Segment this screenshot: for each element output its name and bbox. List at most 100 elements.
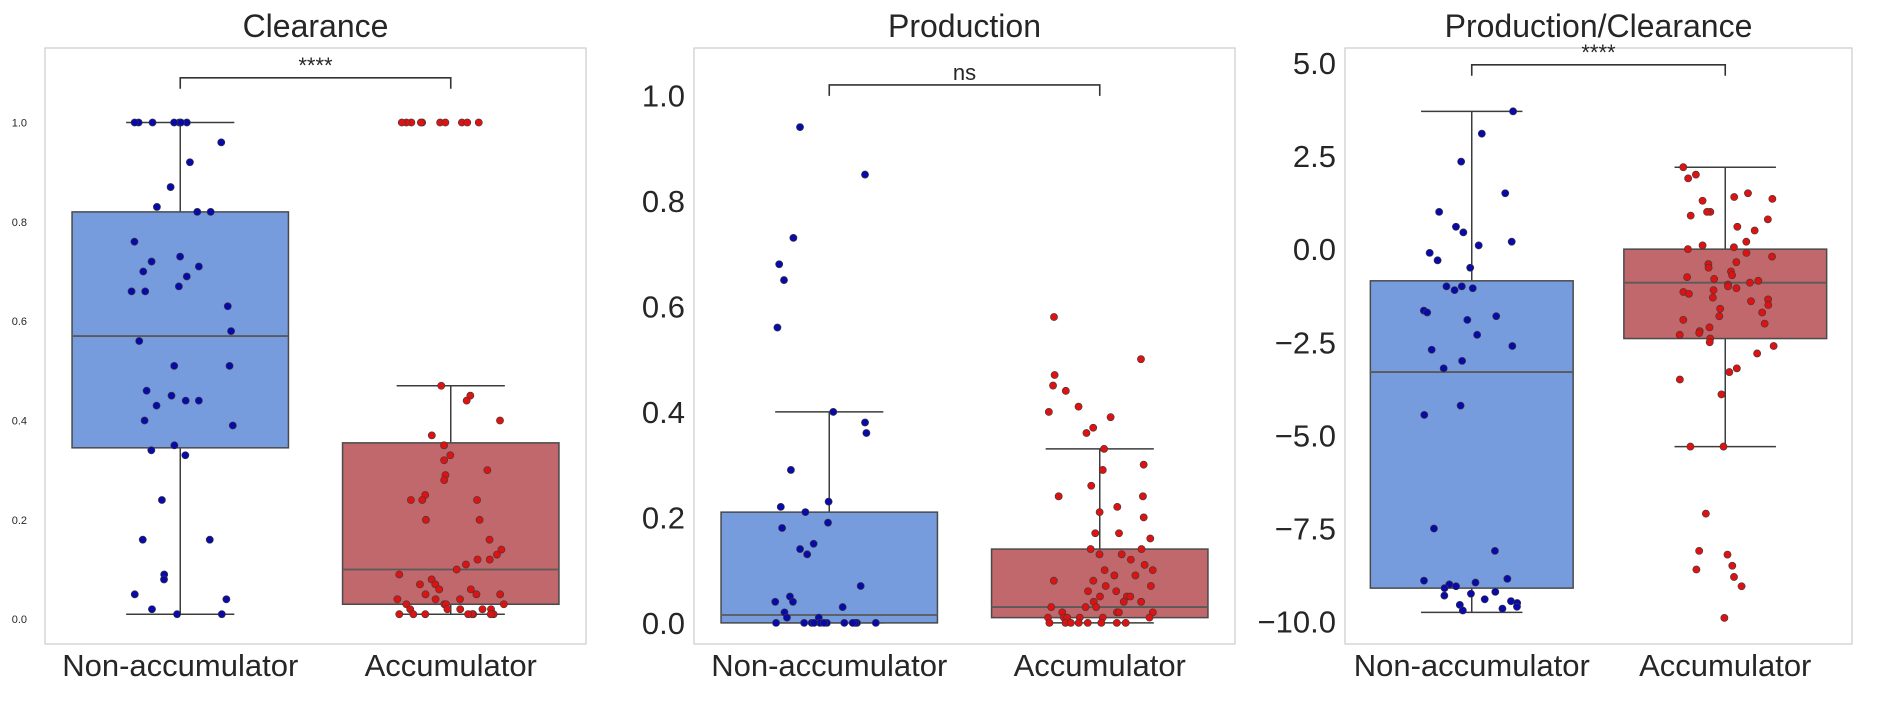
data-point <box>483 466 492 475</box>
data-point <box>780 276 788 284</box>
data-point <box>1089 423 1098 432</box>
significance-bracket <box>1470 63 1727 76</box>
data-point <box>138 535 147 544</box>
data-point <box>1440 584 1449 593</box>
data-point <box>148 118 157 127</box>
data-point <box>1096 592 1104 601</box>
data-point <box>1427 345 1436 354</box>
data-point <box>778 524 786 532</box>
data-point <box>1430 524 1438 533</box>
data-point <box>141 287 150 296</box>
data-point <box>1113 502 1122 511</box>
data-point <box>1106 413 1115 422</box>
chart-panel-2: Production 0.0 0.2 0.4 0.6 0.8 1.0 Non-accumula… <box>642 8 1236 683</box>
data-point <box>1754 276 1763 285</box>
data-point <box>1684 245 1692 254</box>
data-point <box>421 590 430 599</box>
data-point <box>1081 603 1090 611</box>
data-point <box>135 337 144 345</box>
data-point <box>1763 215 1772 224</box>
data-point <box>1086 545 1095 553</box>
data-point <box>1753 349 1762 358</box>
data-point <box>1695 546 1704 555</box>
data-point <box>1704 263 1713 272</box>
data-point <box>861 418 869 427</box>
data-point <box>422 515 430 524</box>
data-point <box>824 497 833 506</box>
data-point <box>1066 619 1075 627</box>
data-point <box>1139 513 1148 522</box>
data-point <box>1049 576 1058 585</box>
data-point <box>1433 256 1442 265</box>
data-point <box>1709 286 1718 295</box>
data-point <box>440 456 449 465</box>
data-point <box>801 508 810 517</box>
data-point <box>803 550 812 559</box>
data-point <box>157 496 166 504</box>
x-tick-label: Non-accumulator <box>62 648 298 683</box>
data-point <box>1457 157 1466 166</box>
data-point <box>871 619 880 627</box>
data-point <box>431 595 440 604</box>
data-point <box>1716 304 1725 313</box>
data-point <box>486 610 495 619</box>
data-point <box>1758 308 1767 317</box>
data-point <box>1742 248 1751 257</box>
data-point <box>497 545 506 554</box>
data-point <box>796 545 804 553</box>
data-point <box>1725 368 1734 376</box>
data-point <box>796 123 804 132</box>
x-tick-label: Accumulator <box>1639 648 1811 683</box>
data-point <box>152 401 161 410</box>
data-point <box>166 183 175 191</box>
data-point <box>1126 555 1135 564</box>
box-non-accumulator <box>1369 280 1574 589</box>
data-point <box>1509 107 1517 116</box>
chart-title: Production <box>888 8 1041 44</box>
data-point <box>1148 566 1157 575</box>
data-point <box>1705 338 1714 347</box>
data-point <box>1087 481 1096 490</box>
data-point <box>446 451 455 460</box>
data-point <box>148 605 156 614</box>
data-point <box>435 585 444 594</box>
data-point <box>775 260 784 269</box>
data-point <box>194 396 203 405</box>
y-tick-label: 5.0 <box>1293 46 1336 81</box>
data-point <box>776 502 785 511</box>
data-point <box>848 619 857 627</box>
data-point <box>409 610 418 619</box>
data-point <box>427 431 436 440</box>
y-tick-label: 0.8 <box>642 184 685 219</box>
y-tick-label: 1.0 <box>12 118 27 130</box>
x-tick-label: Accumulator <box>365 648 537 683</box>
data-point <box>1049 381 1057 390</box>
data-point <box>1695 329 1704 337</box>
significance-label: **** <box>1581 40 1616 65</box>
data-point <box>1675 330 1684 339</box>
data-point <box>856 582 865 590</box>
data-point <box>1459 228 1468 237</box>
significance-label: **** <box>298 53 333 78</box>
data-point <box>1083 619 1092 627</box>
data-point <box>225 361 234 370</box>
data-point <box>496 416 504 425</box>
box-accumulator <box>1623 248 1828 340</box>
data-point <box>1101 582 1110 590</box>
data-point <box>227 327 235 335</box>
data-point <box>1095 508 1104 517</box>
data-point <box>1139 460 1148 469</box>
data-point <box>1732 284 1741 293</box>
data-point <box>1723 550 1732 559</box>
y-tick-label: 0.4 <box>12 416 27 428</box>
data-point <box>838 603 847 611</box>
data-point <box>456 595 464 604</box>
data-point <box>1728 561 1737 570</box>
data-point <box>170 118 179 127</box>
data-point <box>485 535 494 544</box>
data-point <box>1044 408 1053 416</box>
data-point <box>1054 492 1063 501</box>
data-point <box>418 496 427 504</box>
data-point <box>182 272 191 281</box>
